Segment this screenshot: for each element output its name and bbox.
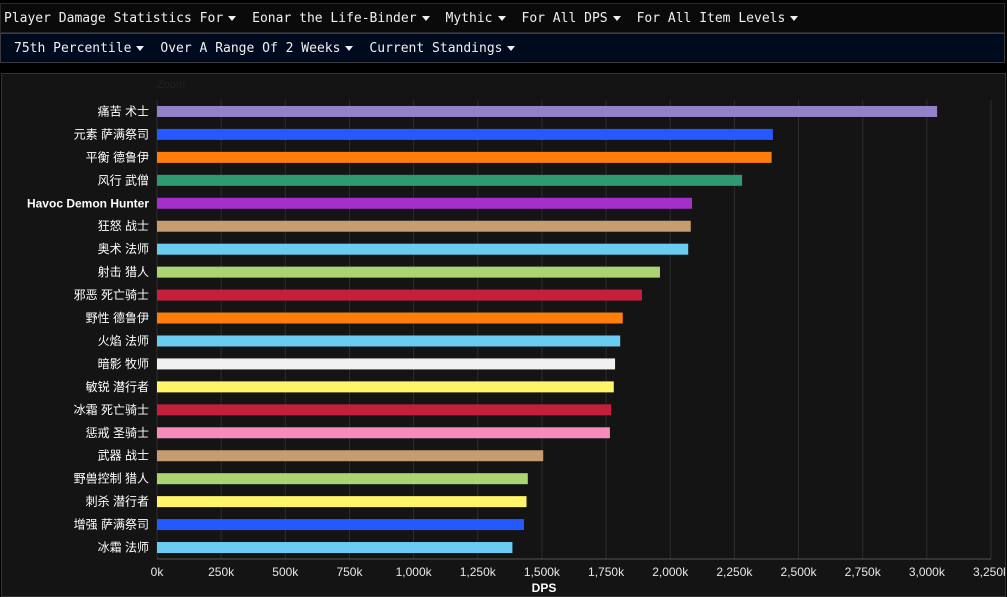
filter-dropdown-secondary-0[interactable]: 75th Percentile	[1, 41, 156, 56]
dps-bar[interactable]	[157, 427, 610, 439]
category-label: 火焰 法师	[98, 333, 149, 348]
category-label: 惩戒 圣骑士	[86, 426, 149, 440]
dps-bar[interactable]	[157, 335, 621, 347]
dps-bar[interactable]	[157, 473, 528, 485]
x-tick-label: 1,750k	[588, 565, 625, 579]
filter-dropdown-secondary-label: Over A Range Of 2 Weeks	[160, 40, 341, 56]
chevron-down-icon	[497, 15, 506, 21]
filter-bar-secondary: 75th Percentile Over A Range Of 2 Weeks Cu…	[0, 33, 1005, 63]
x-tick-label: 1,250k	[460, 565, 497, 579]
dps-bar-chart: Zoom 0k 250k 500k 750k 1,000k 1,250k 1,500k 1,75…	[27, 79, 1005, 595]
dps-bar[interactable]	[157, 220, 691, 232]
category-label: 冰霜 死亡骑士	[74, 403, 149, 417]
dps-bar[interactable]	[157, 151, 772, 163]
dps-bar[interactable]	[157, 266, 660, 278]
chevron-down-icon	[790, 15, 799, 21]
category-label: 痛苦 术士	[98, 103, 149, 118]
x-tick-label: 500k	[272, 565, 299, 579]
dps-bar[interactable]	[157, 197, 693, 209]
filter-dropdown-primary-2[interactable]: Mythic	[442, 11, 518, 26]
category-label: 风行 武僧	[98, 173, 149, 187]
dps-bar[interactable]	[157, 519, 524, 531]
filter-dropdown-secondary-label: 75th Percentile	[14, 40, 132, 56]
filter-dropdown-secondary-label: Current Standings	[369, 40, 503, 56]
dps-bar[interactable]	[157, 128, 773, 140]
dps-bar[interactable]	[157, 312, 623, 324]
dps-bar[interactable]	[157, 496, 527, 508]
x-tick-label: 3,250k	[973, 565, 1005, 579]
x-tick-label: 1,500k	[524, 565, 561, 579]
category-label: 敏锐 潜行者	[86, 379, 149, 394]
filter-dropdown-primary-label: Player Damage Statistics For	[4, 10, 224, 26]
dps-bar[interactable]	[157, 381, 614, 393]
filter-dropdown-primary-label: Mythic	[445, 10, 493, 26]
x-tick-label: 2,000k	[652, 565, 689, 579]
x-tick-label: 2,250k	[716, 565, 753, 579]
filter-dropdown-primary-0[interactable]: Player Damage Statistics For	[1, 11, 248, 26]
filter-dropdown-secondary-1[interactable]: Over A Range Of 2 Weeks	[156, 41, 365, 56]
category-label: 野性 德鲁伊	[86, 310, 149, 325]
filter-bar-primary: Player Damage Statistics For Eonar the Li…	[0, 3, 1005, 33]
filter-dropdown-primary-label: Eonar the Life-Binder	[252, 10, 417, 26]
x-tick-label: 3,000k	[909, 565, 946, 579]
chevron-down-icon	[136, 45, 145, 51]
dps-bar[interactable]	[157, 358, 616, 370]
dps-bar[interactable]	[157, 450, 544, 462]
x-axis-title: DPS	[532, 581, 557, 595]
category-label: 狂怒 战士	[98, 218, 149, 233]
x-tick-label: 250k	[208, 565, 235, 579]
category-label: 野兽控制 猎人	[74, 472, 149, 486]
filter-dropdown-primary-4[interactable]: For All Item Levels	[633, 11, 811, 26]
category-label: 元素 萨满祭司	[74, 127, 149, 141]
x-tick-label: 0k	[151, 565, 165, 579]
dps-bar[interactable]	[157, 243, 689, 255]
dps-bar[interactable]	[157, 404, 612, 416]
dps-bar[interactable]	[157, 174, 743, 186]
category-label: 刺杀 潜行者	[86, 494, 149, 509]
category-label: 冰霜 法师	[98, 541, 149, 555]
x-tick-label: 2,500k	[781, 565, 818, 579]
chart-panel: Zoom 0k 250k 500k 750k 1,000k 1,250k 1,500k 1,75…	[1, 73, 1006, 597]
filter-dropdown-primary-label: For All DPS	[521, 10, 608, 26]
chevron-down-icon	[345, 45, 354, 51]
category-label: Havoc Demon Hunter	[27, 196, 149, 210]
category-label: 奥术 法师	[98, 242, 149, 256]
category-label: 邪恶 死亡骑士	[74, 288, 149, 302]
filter-dropdown-primary-label: For All Item Levels	[636, 10, 786, 26]
chevron-down-icon	[421, 15, 430, 21]
category-label: 射击 猎人	[98, 264, 149, 279]
x-tick-label: 2,750k	[845, 565, 882, 579]
zoom-label[interactable]: Zoom	[157, 79, 185, 91]
chevron-down-icon	[228, 15, 237, 21]
dps-bar[interactable]	[157, 105, 938, 117]
x-tick-label: 1,000k	[396, 565, 433, 579]
chevron-down-icon	[612, 15, 621, 21]
x-tick-label: 750k	[336, 565, 363, 579]
filter-dropdown-primary-1[interactable]: Eonar the Life-Binder	[248, 11, 441, 26]
category-label: 武器 战士	[98, 449, 149, 463]
category-label: 平衡 德鲁伊	[86, 149, 149, 164]
chevron-down-icon	[507, 45, 516, 51]
category-label: 增强 萨满祭司	[74, 518, 149, 532]
category-label: 暗影 牧师	[98, 356, 149, 371]
filter-dropdown-primary-3[interactable]: For All DPS	[518, 11, 633, 26]
dps-bar[interactable]	[157, 289, 643, 301]
dps-bar[interactable]	[157, 542, 513, 554]
filter-dropdown-secondary-2[interactable]: Current Standings	[365, 41, 527, 56]
